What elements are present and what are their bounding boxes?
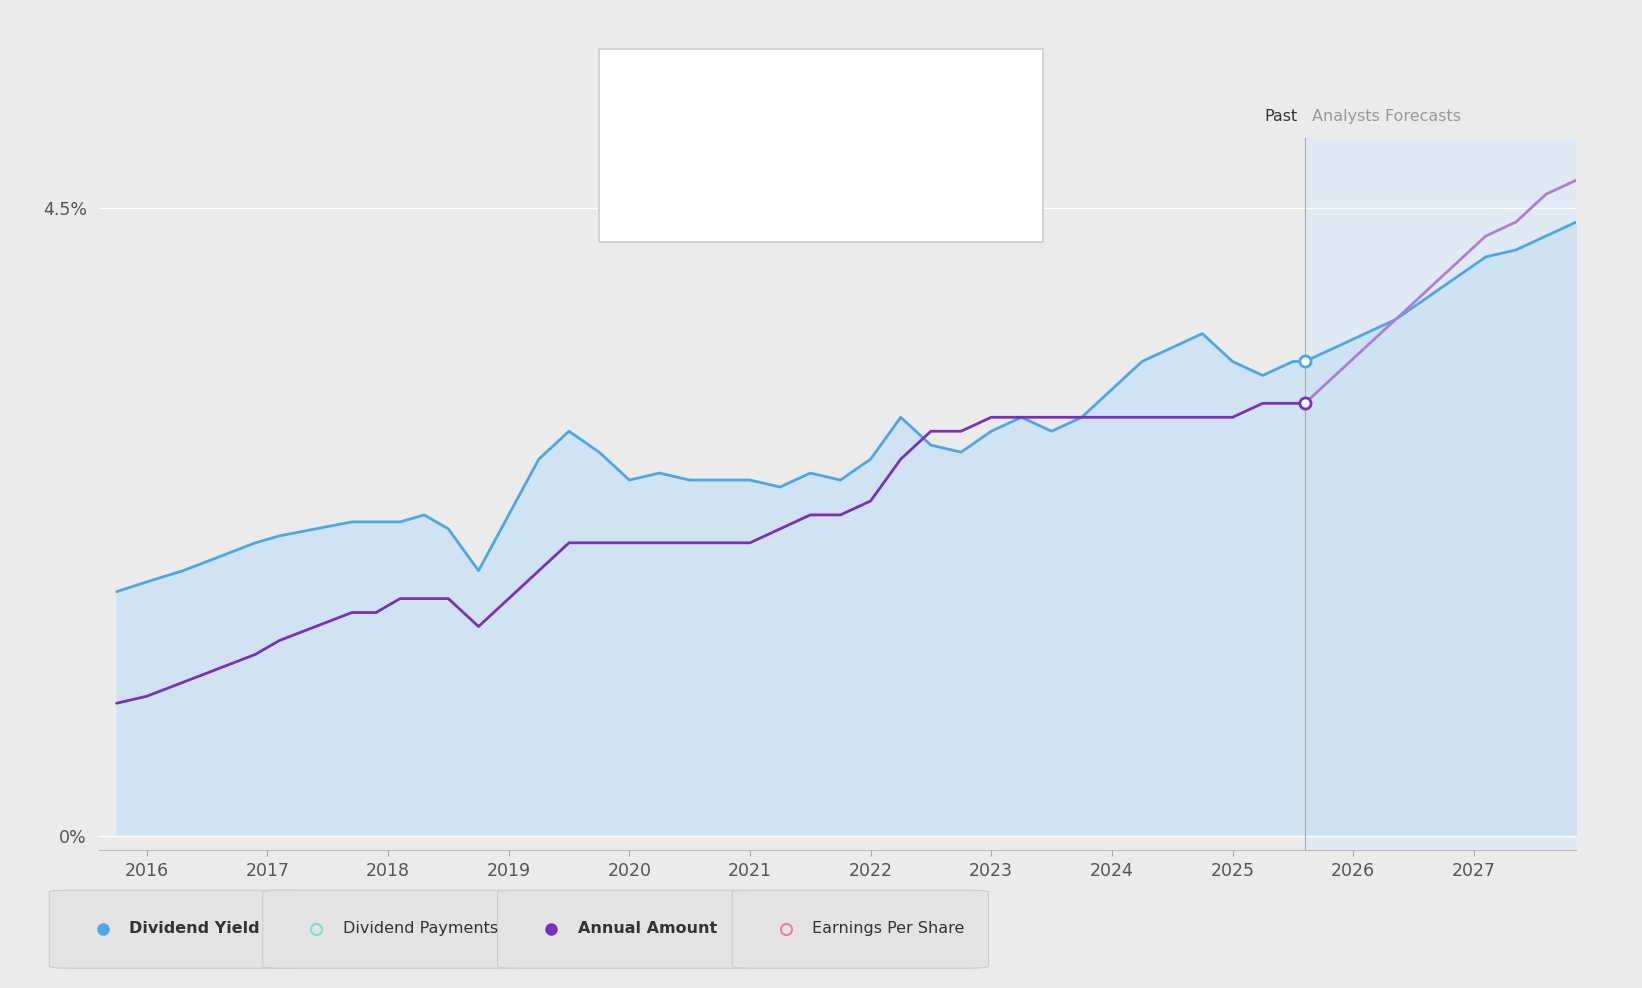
Text: JP¥160.000/year: JP¥160.000/year [821,126,962,141]
FancyBboxPatch shape [498,890,754,968]
Text: Dividend Yield: Dividend Yield [130,921,259,937]
Text: Annual Amount: Annual Amount [578,921,718,937]
FancyBboxPatch shape [49,890,305,968]
FancyBboxPatch shape [599,49,1043,242]
Bar [1305,138,1576,850]
Text: Annual Amount: Annual Amount [631,126,749,141]
Text: Sep 30 2025: Sep 30 2025 [631,69,762,88]
Text: 3.4%/year: 3.4%/year [821,194,906,208]
Text: Dividend Payments: Dividend Payments [343,921,498,937]
Text: Earnings Per Share: Earnings Per Share [813,921,965,937]
FancyBboxPatch shape [732,890,988,968]
Text: Analysts Forecasts: Analysts Forecasts [1312,109,1461,124]
Text: Dividend Yield: Dividend Yield [631,194,739,208]
FancyBboxPatch shape [263,890,519,968]
Text: Past: Past [1264,109,1297,124]
